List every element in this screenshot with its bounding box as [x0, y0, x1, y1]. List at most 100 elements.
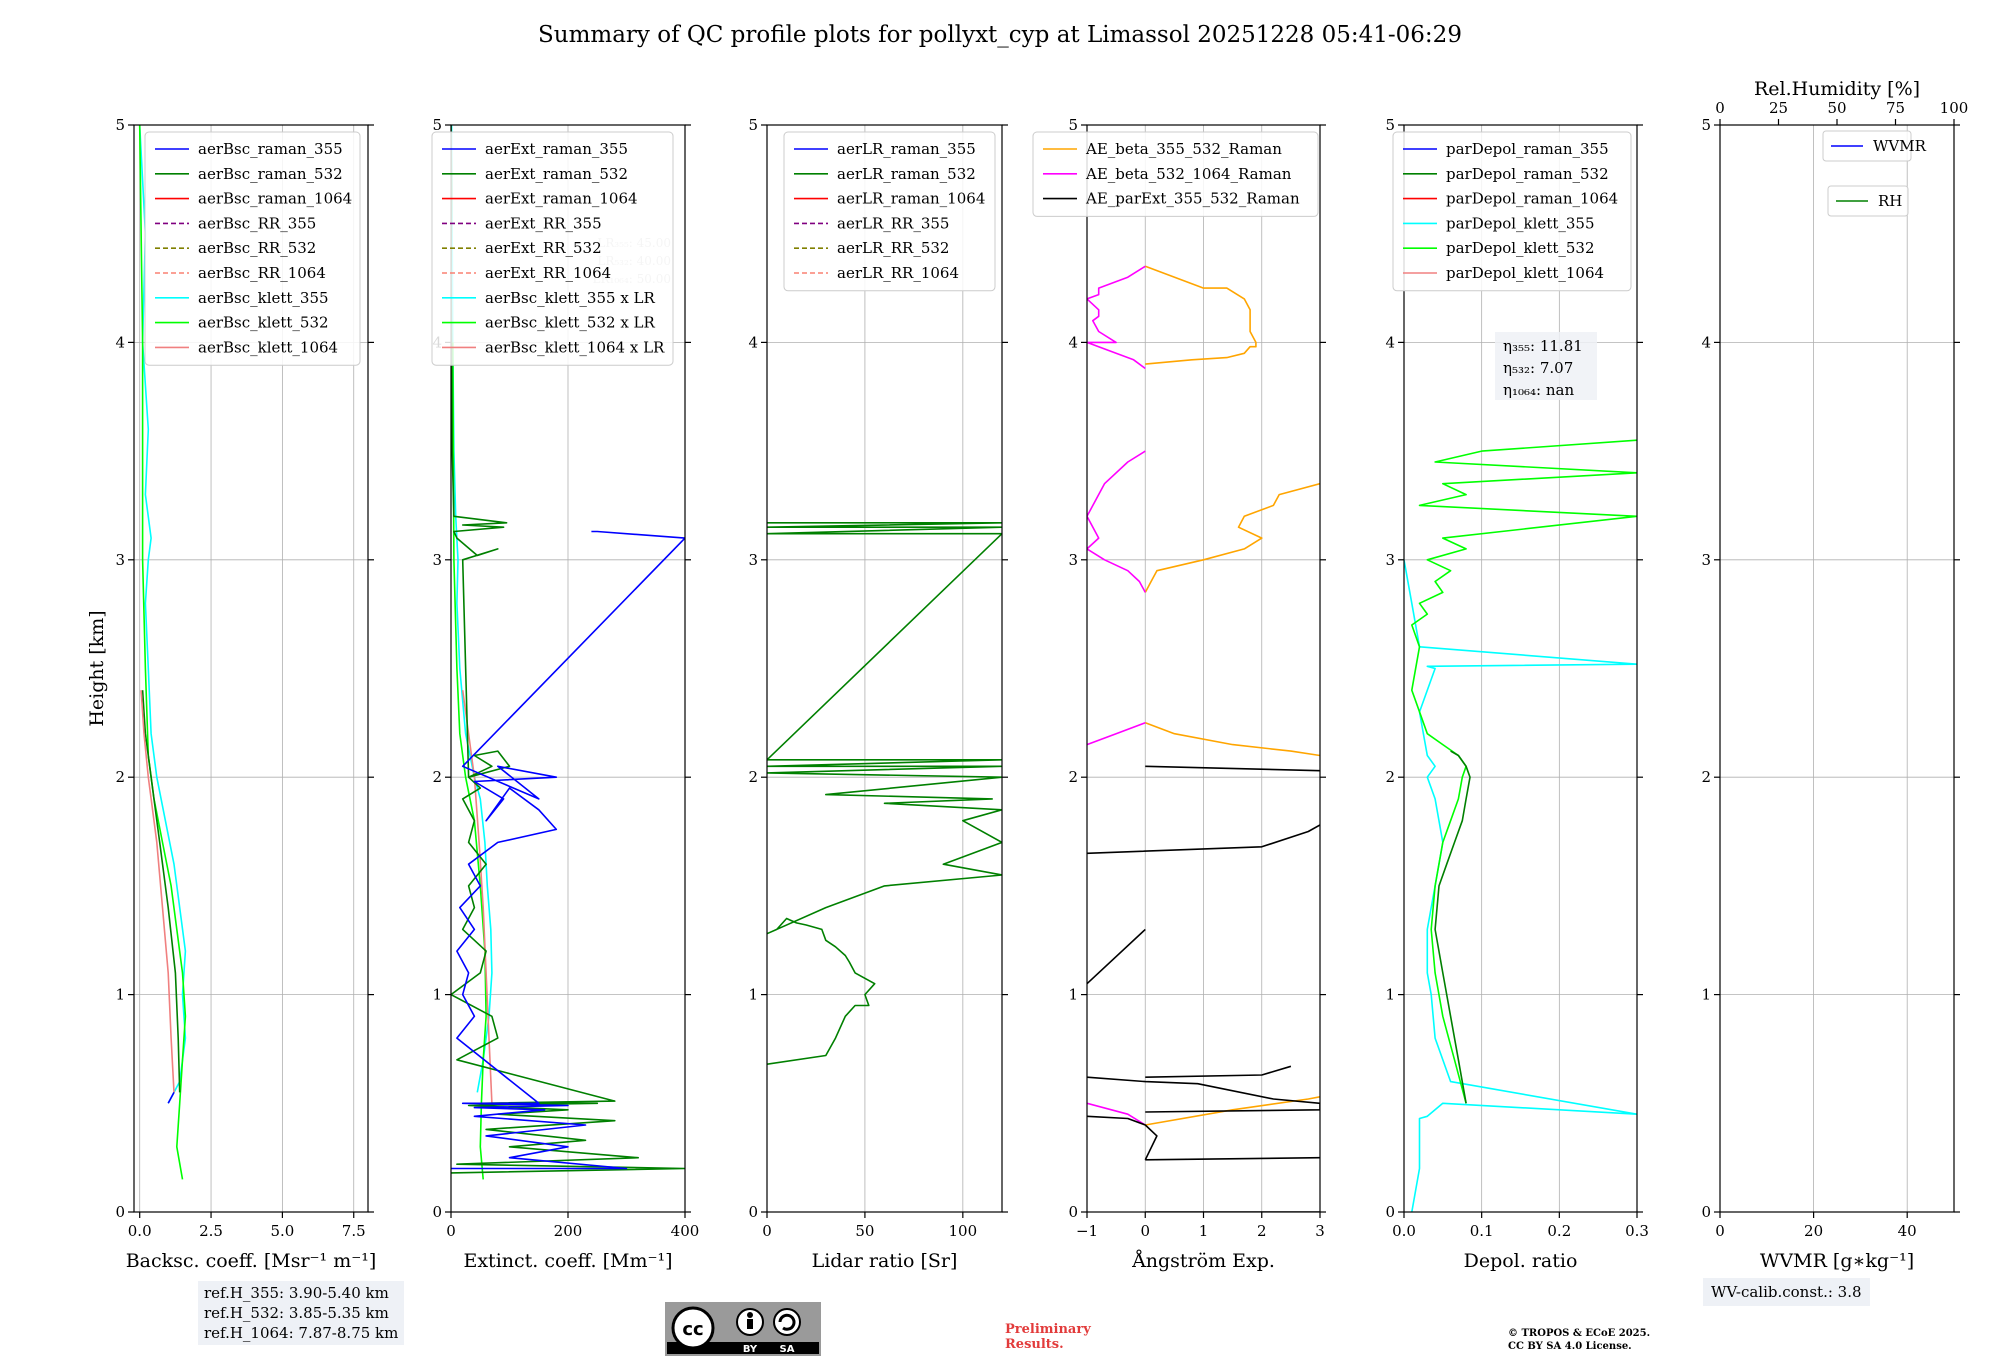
x-tick-label: 40 [1898, 1222, 1917, 1240]
ref-height-355: ref.H_355: 3.90-5.40 km [204, 1284, 389, 1302]
axes-frame [766, 124, 1003, 1213]
y-tick-label: 2 [432, 768, 442, 786]
legend-label: parDepol_klett_1064 [1446, 264, 1604, 282]
y-tick-label: 3 [115, 551, 125, 569]
series-aerLR_raman_532 [767, 522, 1002, 1065]
legend-label: aerBsc_klett_355 x LR [485, 289, 656, 307]
series-aerExt_raman_532 [451, 125, 685, 1174]
axes-frame [1403, 124, 1638, 1213]
legend-label: aerBsc_klett_1064 x LR [485, 338, 665, 356]
legend-label: aerExt_RR_532 [485, 239, 602, 257]
x-tick-label: 0.0 [1392, 1222, 1416, 1240]
y-tick-label: 1 [432, 986, 442, 1004]
y-tick-label: 3 [1701, 551, 1711, 569]
x-tick-label: 0.0 [128, 1222, 152, 1240]
cc-license-badge: cc BY SA [665, 1302, 821, 1356]
legend-box [1822, 130, 1912, 162]
y-tick-label: 4 [1385, 333, 1395, 351]
series-AE_beta_355_532_Raman [1144, 265, 1320, 1126]
x-axis-label: Backsc. coeff. [Msr⁻¹ m⁻¹] [126, 1250, 377, 1272]
sa-text: SA [780, 1344, 795, 1354]
legend-label: aerExt_raman_355 [485, 140, 628, 158]
y-axis-label: Height [km] [86, 610, 108, 726]
x-tick-label: 0 [446, 1222, 456, 1240]
cc-badge-icon: cc BY SA [667, 1304, 819, 1355]
legend-label: aerBsc_RR_532 [198, 239, 316, 257]
series-aerBsc_klett_1064 [140, 690, 175, 1093]
legend-label: aerBsc_klett_1064 [198, 338, 338, 356]
eta-annotation: η₁₀₆₄: nan [1503, 381, 1574, 399]
legend-label: aerLR_raman_1064 [837, 190, 985, 208]
y-tick-label: 2 [1701, 768, 1711, 786]
y-tick-label: 0 [1068, 1203, 1078, 1221]
series-aerBsc_raman_355 [167, 1092, 175, 1104]
ref-height-532: ref.H_532: 3.85-5.35 km [204, 1304, 389, 1322]
legend-label: aerExt_raman_532 [485, 165, 628, 183]
y-tick-label: 1 [748, 986, 758, 1004]
y-tick-label: 5 [1068, 116, 1078, 134]
y-tick-label: 3 [432, 551, 442, 569]
x-tick-label: 50 [855, 1222, 874, 1240]
x-axis-label: Ångström Exp. [1131, 1250, 1275, 1272]
copyright-note: © TROPOS & ECoE 2025. CC BY SA 4.0 Licen… [1508, 1327, 1650, 1353]
y-tick-label: 4 [748, 333, 758, 351]
legend-label: aerBsc_RR_1064 [198, 264, 326, 282]
by-text: BY [743, 1344, 758, 1354]
plot-area [767, 522, 1002, 1065]
axes-frame [1719, 124, 1955, 1213]
legend-label: parDepol_klett_532 [1446, 239, 1595, 257]
y-tick-label: 0 [115, 1203, 125, 1221]
y-tick-label: 1 [1385, 986, 1395, 1004]
series-aerBsc_klett_355 [138, 125, 187, 1104]
series-parDepol_klett_532 [1411, 439, 1637, 1104]
legend-box [144, 131, 361, 366]
top-x-tick-label: 0 [1715, 99, 1725, 117]
y-tick-label: 3 [1068, 551, 1078, 569]
wv-calib-box: WV-calib.const.: 3.8 [1703, 1278, 1870, 1306]
eta-annotation: η₅₃₂: 7.07 [1503, 359, 1573, 377]
y-tick-label: 0 [432, 1203, 442, 1221]
plot-area [138, 125, 187, 1180]
y-tick-label: 1 [1701, 986, 1711, 1004]
y-tick-label: 2 [748, 768, 758, 786]
figure-title: Summary of QC profile plots for pollyxt_… [538, 22, 1462, 48]
panel-extinction: 0123450200400Extinct. coeff. [Mm⁻¹]LR₃₅₅… [431, 116, 699, 1272]
y-tick-label: 1 [115, 986, 125, 1004]
legend-box [1032, 131, 1319, 217]
y-tick-label: 2 [1068, 768, 1078, 786]
y-tick-label: 3 [748, 551, 758, 569]
x-tick-label: 2 [1257, 1222, 1267, 1240]
copyright-line-2: CC BY SA 4.0 License. [1508, 1341, 1632, 1352]
y-tick-label: 5 [115, 116, 125, 134]
top-axis-label: Rel.Humidity [%] [1754, 78, 1920, 100]
y-tick-label: 0 [1385, 1203, 1395, 1221]
preliminary-line-2: Results. [1005, 1337, 1064, 1352]
series-aerBsc_raman_532 [141, 690, 181, 1093]
ref-height-box: ref.H_355: 3.90-5.40 km ref.H_532: 3.85-… [198, 1281, 405, 1345]
series-aerBsc_klett_1064 x LR [461, 690, 493, 1104]
x-axis-label: Extinct. coeff. [Mm⁻¹] [463, 1250, 672, 1272]
series-aerBsc_klett_532 [138, 125, 187, 1180]
x-tick-label: 0 [762, 1222, 772, 1240]
top-x-tick-label: 50 [1827, 99, 1846, 117]
legend-label: aerExt_RR_1064 [485, 264, 611, 282]
legend-label: aerBsc_raman_1064 [198, 190, 352, 208]
series-parDepol_raman_532 [1434, 750, 1471, 1104]
legend-box [783, 131, 996, 292]
legend-label: parDepol_klett_355 [1446, 214, 1595, 232]
copyright-line-1: © TROPOS & ECoE 2025. [1508, 1328, 1651, 1339]
legend-label: aerBsc_raman_355 [198, 140, 343, 158]
y-tick-label: 4 [1068, 333, 1078, 351]
legend-label: aerBsc_RR_355 [198, 214, 316, 232]
legend-box [431, 131, 674, 366]
y-tick-label: 5 [748, 116, 758, 134]
legend-label: aerLR_raman_532 [837, 165, 976, 183]
ref-height-1064: ref.H_1064: 7.87-8.75 km [204, 1324, 399, 1342]
top-x-tick-label: 75 [1886, 99, 1905, 117]
top-x-tick-label: 25 [1769, 99, 1788, 117]
x-tick-label: 0 [1140, 1222, 1150, 1240]
y-tick-label: 2 [1385, 768, 1395, 786]
